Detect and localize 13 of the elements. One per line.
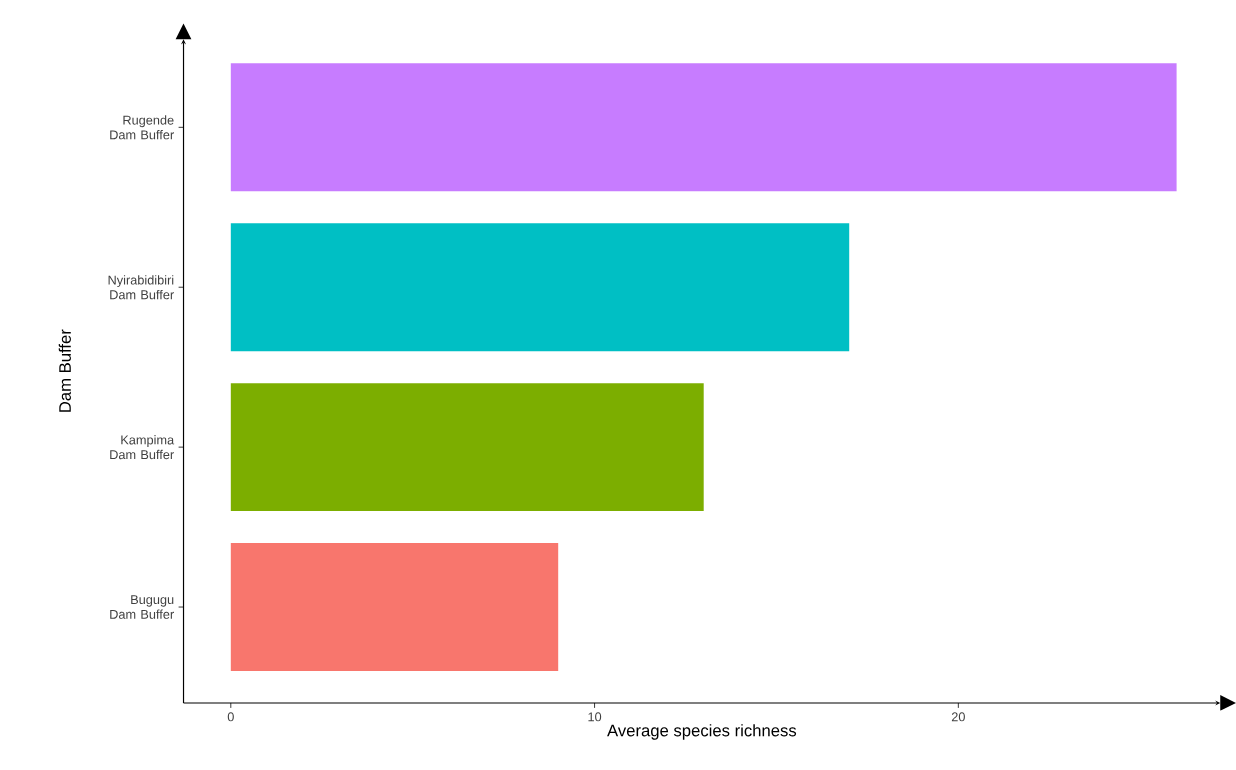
- bar: [230, 543, 559, 672]
- y-tick-label: Bugugu Dam Buffer: [110, 595, 174, 619]
- y-axis-title: Dam Buffer: [58, 329, 71, 412]
- bar: [230, 223, 850, 352]
- y-tick-label: Kampima Dam Buffer: [110, 435, 175, 460]
- x-tick-label: 0: [227, 712, 234, 722]
- x-tick-label: 20: [951, 712, 965, 722]
- bar: [230, 383, 704, 512]
- x-tick-label: 10: [588, 712, 602, 722]
- bar: [230, 63, 1177, 192]
- x-axis-title: Average species richness: [607, 724, 797, 740]
- y-tick-label: Nyirabidibiri Dam Buffer: [108, 275, 174, 300]
- y-tick-label: Rugende Dam Buffer: [110, 115, 174, 140]
